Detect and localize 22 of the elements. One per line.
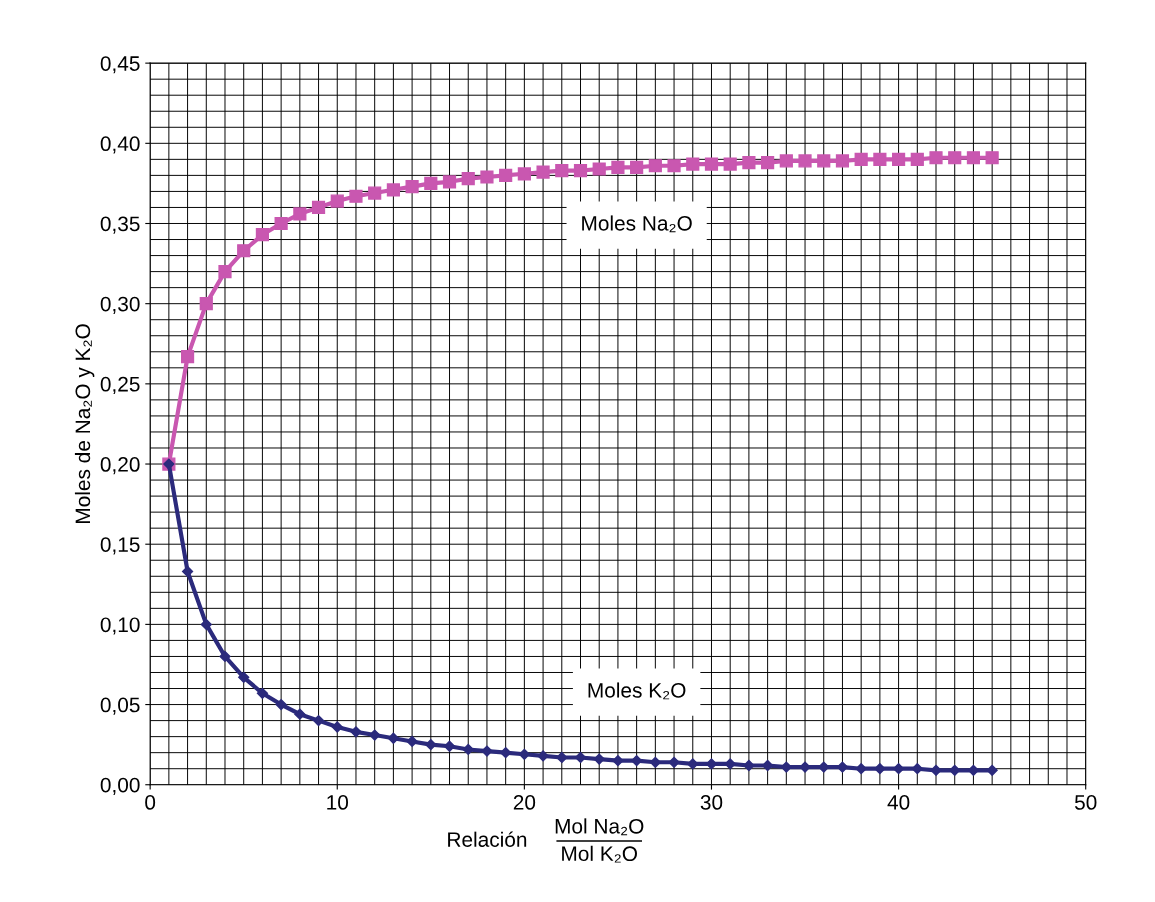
text: Mol K₂O xyxy=(562,845,637,863)
y-tick-label: 0,45 xyxy=(100,56,140,74)
y-tick-label: 0,15 xyxy=(100,537,140,555)
x-tick-label: 40 xyxy=(887,795,910,810)
x-tick-label: 10 xyxy=(327,795,349,810)
x-tick-label: 30 xyxy=(700,795,723,810)
y-tick-label: 0,05 xyxy=(100,697,140,715)
y-tick-label: 0,00 xyxy=(100,777,140,795)
y-tick-label: 0,35 xyxy=(100,216,140,234)
y-tick-label: 0,40 xyxy=(100,136,140,154)
x-tick-label: 50 xyxy=(1074,795,1097,810)
x-tick-label: 0 xyxy=(145,795,156,810)
x-axis-title: Relación xyxy=(448,831,527,847)
y-tick-label: 0,25 xyxy=(100,376,140,395)
y-tick-label: 0,10 xyxy=(100,617,140,635)
y-tick-label: 0,30 xyxy=(100,296,140,314)
y-tick-label: 0,20 xyxy=(100,457,140,475)
text: Mol Na₂O xyxy=(555,818,644,836)
text: Moles K₂O xyxy=(588,682,686,700)
x-tick-label: 20 xyxy=(513,795,536,810)
series-label: Moles Na₂O xyxy=(582,215,692,233)
y-axis-title: Moles de Na₂O y K₂O xyxy=(74,324,95,523)
